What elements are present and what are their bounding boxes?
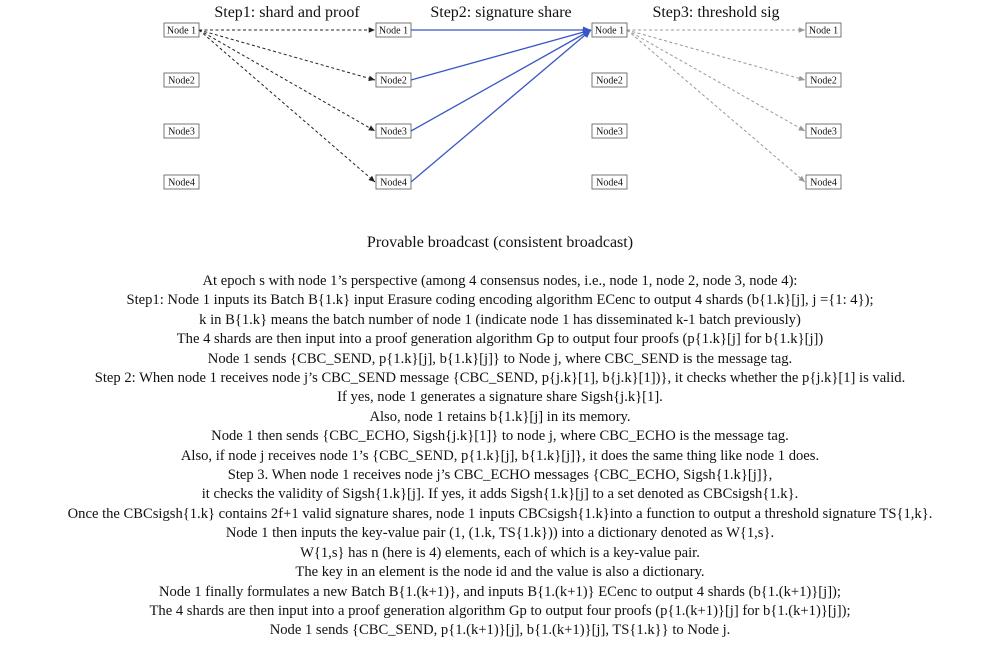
node-box bbox=[591, 72, 628, 88]
node-label: Node 1 bbox=[809, 26, 838, 37]
broadcast-diagram: Step1: shard and proof Step2: signature … bbox=[163, 4, 842, 190]
node-label: Node2 bbox=[380, 76, 407, 87]
description-line: Once the CBCsigsh{1.k} contains 2f+1 val… bbox=[67, 505, 933, 522]
node-label: Node4 bbox=[380, 178, 407, 189]
step2-title: Step2: signature share bbox=[430, 4, 571, 21]
node-c3-r1: Node 1 bbox=[591, 22, 628, 38]
node-label: Node3 bbox=[380, 127, 407, 138]
edge-dashed-black-4 bbox=[198, 29, 376, 183]
node-label: Node 1 bbox=[167, 26, 196, 37]
node-c2-r2: Node2 bbox=[375, 72, 412, 88]
node-box bbox=[591, 22, 628, 38]
edge-solid-blue-7 bbox=[410, 29, 592, 132]
step3-title: Step3: threshold sig bbox=[652, 4, 779, 21]
edge-dashed-gray-11 bbox=[626, 29, 806, 132]
description-line: it checks the validity of Sigsh{1.k}[j].… bbox=[201, 486, 799, 503]
node-label: Node 1 bbox=[595, 26, 624, 37]
description-line: Node 1 then inputs the key-value pair (1… bbox=[225, 525, 775, 542]
description-line: Also, node 1 retains b{1.k}[j] in its me… bbox=[369, 408, 631, 425]
node-label: Node2 bbox=[596, 76, 623, 87]
nodes-layer: Node 1 Node2 Node3 Node4 Node 1 Node2 Node3 Nod… bbox=[163, 22, 842, 190]
description-line: Node 1 sends {CBC_SEND, p{1.k}[j], b{1.k… bbox=[207, 350, 793, 367]
edges-layer bbox=[198, 26, 806, 183]
description-line: If yes, node 1 generates a signature sha… bbox=[337, 389, 663, 406]
node-label: Node3 bbox=[810, 127, 837, 138]
node-box bbox=[591, 123, 628, 139]
description-line: Step1: Node 1 inputs its Batch B{1.k} in… bbox=[126, 292, 874, 309]
description-line: Step 2: When node 1 receives node j’s CB… bbox=[94, 370, 906, 387]
node-label: Node3 bbox=[596, 127, 623, 138]
node-box bbox=[805, 72, 842, 88]
step1-title: Step1: shard and proof bbox=[214, 4, 360, 21]
node-label: Node 1 bbox=[379, 26, 408, 37]
node-c1-r4: Node4 bbox=[163, 174, 200, 190]
node-label: Node2 bbox=[810, 76, 837, 87]
description-line: At epoch s with node 1’s perspective (am… bbox=[202, 273, 798, 289]
node-label: Node4 bbox=[596, 178, 623, 189]
node-box bbox=[163, 174, 200, 190]
node-box bbox=[375, 123, 412, 139]
edge-dashed-black-2 bbox=[198, 29, 376, 81]
node-box bbox=[805, 123, 842, 139]
node-c2-r4: Node4 bbox=[375, 174, 412, 190]
node-c3-r4: Node4 bbox=[591, 174, 628, 190]
node-box bbox=[805, 22, 842, 38]
node-c2-r3: Node3 bbox=[375, 123, 412, 139]
node-c4-r1: Node 1 bbox=[805, 22, 842, 38]
node-c3-r3: Node3 bbox=[591, 123, 628, 139]
node-c1-r1: Node 1 bbox=[163, 22, 200, 38]
node-box bbox=[375, 22, 412, 38]
description-line: Node 1 then sends {CBC_ECHO, Sigsh{j.k}[… bbox=[211, 428, 789, 445]
node-box bbox=[163, 22, 200, 38]
description-line: W{1,s} has n (here is 4) elements, each … bbox=[300, 544, 700, 561]
edge-dashed-gray-12 bbox=[626, 29, 806, 183]
edge-solid-blue-8 bbox=[410, 29, 592, 183]
node-label: Node2 bbox=[168, 76, 195, 87]
node-label: Node3 bbox=[168, 127, 195, 138]
edge-dashed-gray-10 bbox=[626, 29, 806, 81]
node-box bbox=[591, 174, 628, 190]
diagram-caption: Provable broadcast (consistent broadcast… bbox=[366, 234, 634, 251]
description-line: The key in an element is the node id and… bbox=[295, 564, 705, 581]
description-line: k in B{1.k} means the batch number of no… bbox=[199, 311, 801, 328]
node-box bbox=[805, 174, 842, 190]
node-box bbox=[375, 174, 412, 190]
description-line: The 4 shards are then input into a proof… bbox=[149, 602, 851, 619]
node-c4-r2: Node2 bbox=[805, 72, 842, 88]
node-c3-r2: Node2 bbox=[591, 72, 628, 88]
node-c4-r4: Node4 bbox=[805, 174, 842, 190]
node-box bbox=[163, 123, 200, 139]
node-c4-r3: Node3 bbox=[805, 123, 842, 139]
node-label: Node4 bbox=[810, 178, 837, 189]
edge-solid-blue-6 bbox=[410, 28, 592, 81]
node-c1-r2: Node2 bbox=[163, 72, 200, 88]
description-line: Node 1 finally formulates a new Batch B{… bbox=[159, 583, 841, 600]
edge-dashed-black-3 bbox=[198, 29, 376, 132]
description-line: Node 1 sends {CBC_SEND, p{1.(k+1)}[j], b… bbox=[269, 622, 731, 639]
description-line: The 4 shards are then input into a proof… bbox=[176, 331, 824, 348]
node-label: Node4 bbox=[168, 178, 195, 189]
description-line: Step 3. When node 1 receives node j’s CB… bbox=[227, 467, 773, 484]
node-c2-r1: Node 1 bbox=[375, 22, 412, 38]
node-box bbox=[375, 72, 412, 88]
node-box bbox=[163, 72, 200, 88]
description-text: At epoch s with node 1’s perspective (am… bbox=[0, 272, 1000, 641]
node-c1-r3: Node3 bbox=[163, 123, 200, 139]
description-line: Also, if node j receives node 1’s {CBC_S… bbox=[180, 447, 820, 464]
